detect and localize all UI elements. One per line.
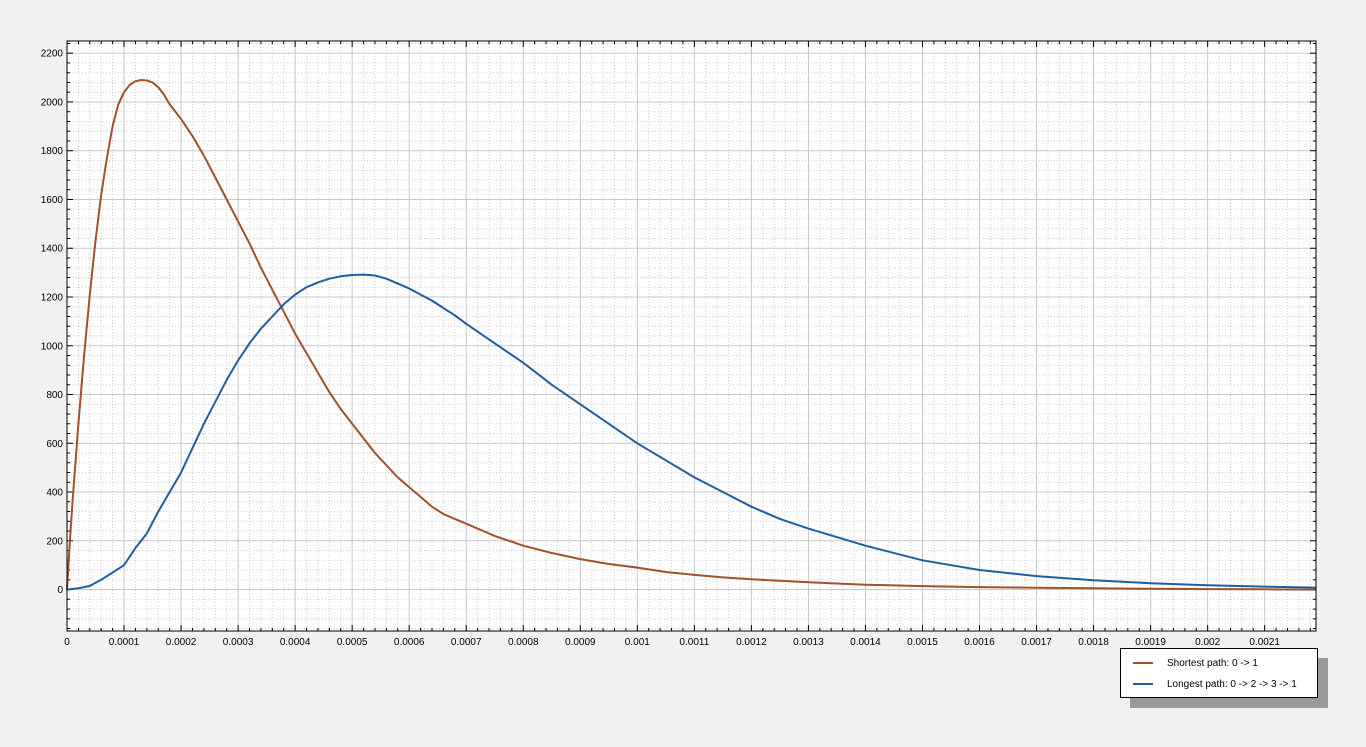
legend-label-shortest: Shortest path: 0 -> 1 bbox=[1167, 657, 1258, 669]
x-tick-label: 0.0005 bbox=[337, 637, 368, 648]
legend-swatch-longest bbox=[1133, 683, 1153, 685]
legend-item-shortest: Shortest path: 0 -> 1 bbox=[1121, 656, 1258, 670]
series-layer bbox=[66, 79, 1317, 591]
x-tick-label: 0.0009 bbox=[565, 637, 596, 648]
y-tick-label: 2200 bbox=[41, 49, 64, 60]
x-tick-label: 0.0002 bbox=[166, 637, 197, 648]
x-tick-label: 0.0015 bbox=[907, 637, 938, 648]
series-line-shortest bbox=[66, 79, 1317, 591]
y-tick-label: 1000 bbox=[41, 341, 64, 352]
y-tick-label: 600 bbox=[46, 439, 63, 450]
y-tick-label: 2000 bbox=[41, 97, 64, 108]
legend-swatch-shortest bbox=[1133, 662, 1153, 664]
legend: Shortest path: 0 -> 1 Longest path: 0 ->… bbox=[1120, 648, 1318, 698]
x-tick-label: 0.0019 bbox=[1135, 637, 1166, 648]
y-tick-label: 1400 bbox=[41, 244, 64, 255]
x-tick-label: 0.0008 bbox=[508, 637, 539, 648]
y-tick-label: 200 bbox=[46, 536, 63, 547]
x-tick-label: 0.0021 bbox=[1249, 637, 1280, 648]
y-tick-label: 800 bbox=[46, 390, 63, 401]
x-tick-label: 0.0007 bbox=[451, 637, 482, 648]
y-tick-label: 1800 bbox=[41, 146, 64, 157]
series-line-longest bbox=[66, 273, 1317, 591]
x-tick-label: 0.0013 bbox=[793, 637, 824, 648]
plot-frame bbox=[66, 40, 1317, 632]
x-tick-label: 0.0003 bbox=[223, 637, 254, 648]
x-tick-label: 0.002 bbox=[1195, 637, 1220, 648]
x-tick-label: 0.0012 bbox=[736, 637, 767, 648]
x-tick-label: 0.0011 bbox=[679, 637, 709, 648]
x-tick-label: 0.0017 bbox=[1021, 637, 1052, 648]
y-axis-labels: 0 200 400 600 800 1000 1200 1400 1600 1800 2000 220… bbox=[41, 49, 64, 596]
y-tick-label: 1600 bbox=[41, 195, 64, 206]
x-tick-label: 0.0006 bbox=[394, 637, 425, 648]
legend-item-longest: Longest path: 0 -> 2 -> 3 -> 1 bbox=[1121, 677, 1297, 691]
x-tick-label: 0.0001 bbox=[109, 637, 140, 648]
y-tick-label: 0 bbox=[57, 585, 63, 596]
legend-label-longest: Longest path: 0 -> 2 -> 3 -> 1 bbox=[1167, 678, 1297, 690]
minor-grid bbox=[67, 41, 1316, 631]
x-tick-label: 0 bbox=[64, 637, 70, 648]
x-axis-labels: 0 0.0001 0.0002 0.0003 0.0004 0.0005 0.0006 0.0… bbox=[64, 637, 1280, 648]
y-tick-label: 400 bbox=[46, 488, 63, 499]
x-tick-label: 0.0016 bbox=[964, 637, 995, 648]
x-tick-label: 0.0014 bbox=[850, 637, 881, 648]
y-tick-label: 1200 bbox=[41, 292, 64, 303]
x-tick-label: 0.0004 bbox=[280, 637, 311, 648]
x-tick-label: 0.0018 bbox=[1078, 637, 1109, 648]
x-tick-label: 0.001 bbox=[625, 637, 650, 648]
